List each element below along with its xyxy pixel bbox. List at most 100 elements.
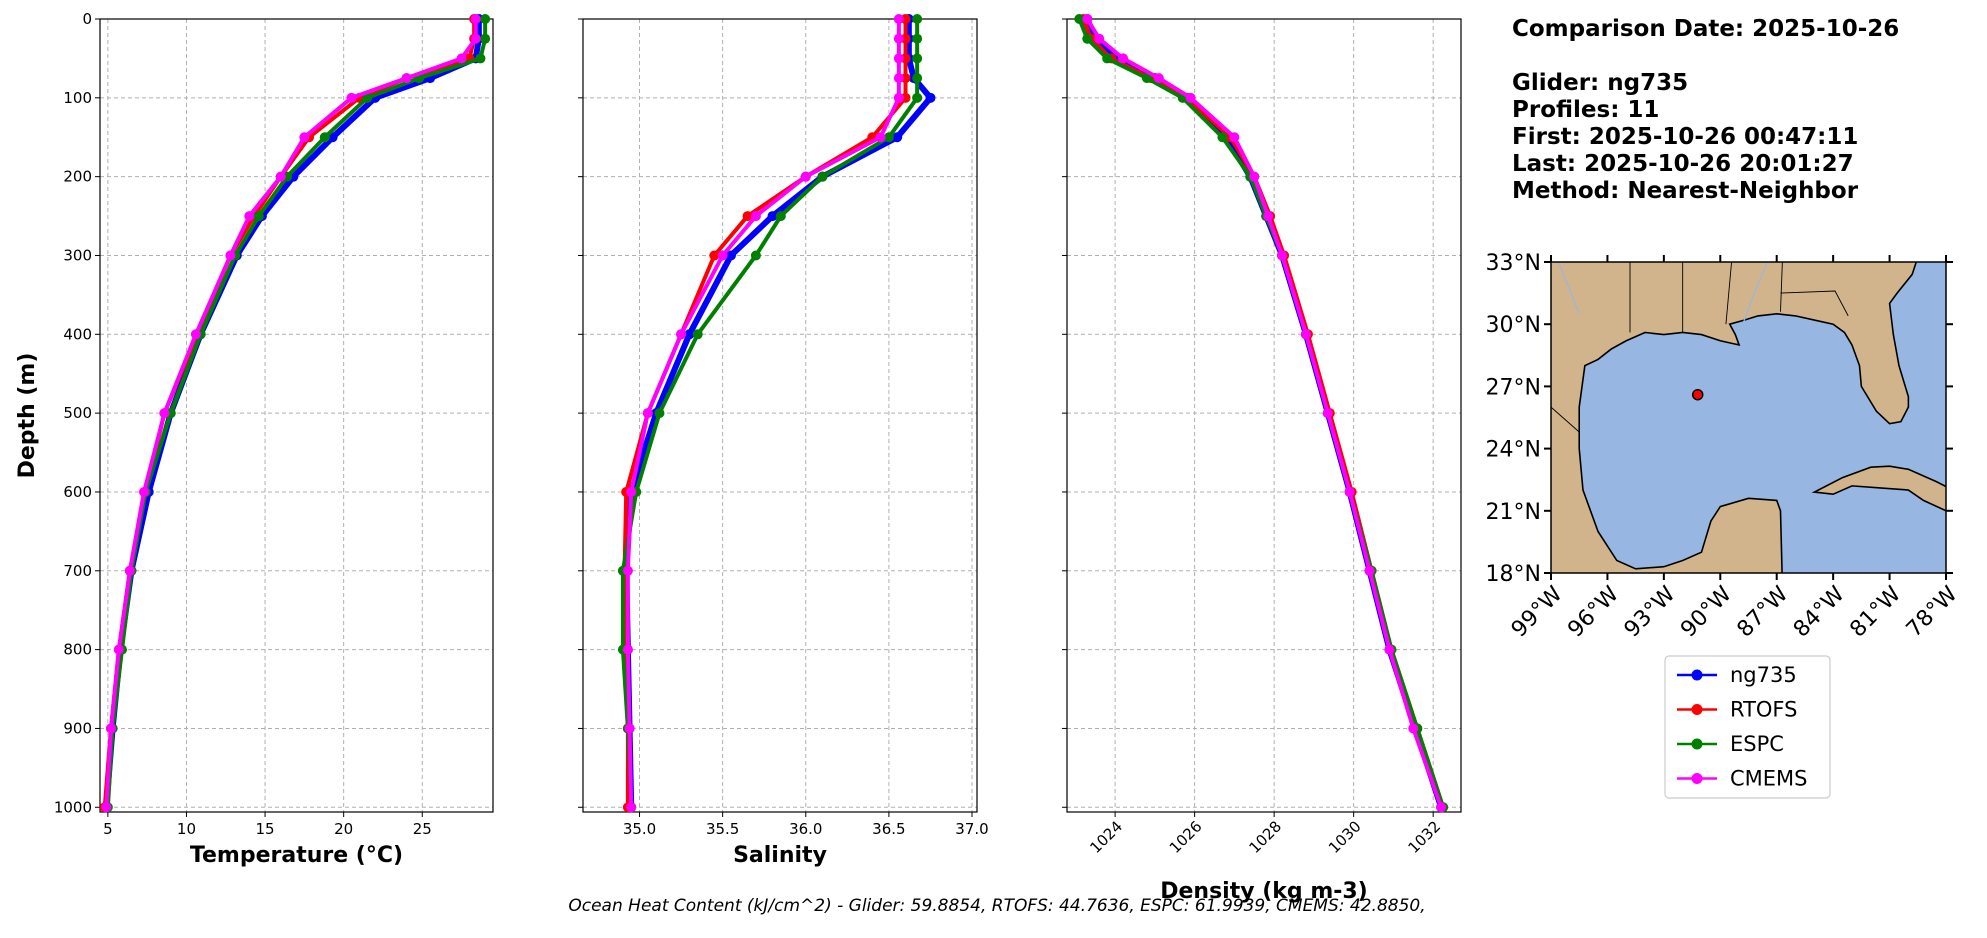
profile-marker [319,132,330,143]
profile-marker [912,33,923,44]
x-tick-label: 99°W [1507,582,1568,643]
profile-marker [622,644,633,655]
profile-marker [725,250,736,261]
info-line: Profiles: 11 [1512,97,1659,123]
map-frame [1550,261,1947,574]
profile-marker [1141,73,1152,84]
legend-label: ESPC [1730,732,1784,756]
info-line: Glider: ng735 [1512,70,1688,96]
profile-marker [912,73,923,84]
glider-location [1691,388,1704,401]
profile-marker [1436,802,1447,813]
profile-marker [709,250,720,261]
profile-marker [225,250,236,261]
profile-marker [113,644,124,655]
y-tick-label: 21°N [1486,500,1541,525]
profile-marker [1344,486,1355,497]
profile-marker [362,92,373,103]
x-tick-label: 5 [103,820,113,838]
legend-marker [1691,773,1703,784]
profile-marker [1229,132,1240,143]
profile-marker [1408,723,1419,734]
profile-marker [124,565,135,576]
profile-marker [275,171,286,182]
profile-marker [800,171,811,182]
y-tick-label: 600 [63,483,92,501]
profile-marker [470,33,481,44]
profile-marker [775,211,786,222]
plot-frame [582,18,978,813]
x-tick-label: 81°W [1845,582,1906,643]
plot-frame [1066,18,1462,813]
profile-line [620,19,920,808]
y-tick-label: 30°N [1486,313,1541,338]
y-tick-label: 24°N [1486,438,1541,463]
profile-marker [456,53,467,64]
profile-marker [346,92,357,103]
profile-marker [750,211,761,222]
legend-marker [1691,704,1703,715]
x-tick-label: 1028 [1245,817,1285,857]
x-tick-label: 25 [413,820,432,838]
profile-marker [750,250,761,261]
x-tick-label: 84°W [1789,582,1850,643]
profile-line [105,19,488,808]
legend-marker [1691,738,1703,750]
profile-marker [912,92,923,103]
profile-marker [893,73,904,84]
y-tick-label: 1000 [54,798,92,816]
profile-marker [1082,33,1093,44]
x-tick-label: 1030 [1325,817,1365,857]
profile-marker [1074,14,1085,24]
x-tick-label: 78°W [1902,582,1963,643]
profile-marker [875,132,886,143]
info-line: Comparison Date: 2025-10-26 [1512,16,1899,42]
profile-marker [253,211,264,222]
profile-marker [624,723,635,734]
profile-marker [925,92,936,103]
footer: Ocean Heat Content (kJ/cm^2) - Glider: 5… [568,896,1425,916]
profile-marker [1364,565,1375,576]
y-tick-label: 27°N [1486,375,1541,400]
y-tick-label: 300 [63,246,92,264]
profile-marker [106,723,117,734]
profile-marker [159,408,170,419]
profile-marker [893,53,904,64]
x-tick-label: 1026 [1166,817,1206,857]
legend-marker [1691,669,1703,681]
profile-marker [893,92,904,103]
profile-marker [1263,211,1274,222]
x-tick-label: 93°W [1620,582,1681,643]
plot-frame [99,18,494,813]
profile-marker [622,565,633,576]
profile-marker [684,329,695,340]
profile-marker [299,132,310,143]
profile-marker [1118,53,1129,64]
profile-marker [626,486,637,497]
y-tick-label: 500 [63,404,92,422]
legend-label: RTOFS [1730,698,1797,722]
profile-marker [717,250,728,261]
profile-marker [1082,14,1093,24]
profile-marker [892,132,903,143]
profile-marker [1322,408,1333,419]
profile-marker [1153,73,1164,84]
x-tick-label: 1024 [1086,817,1126,857]
profile-line [1085,17,1444,808]
y-tick-label: 33°N [1486,251,1541,276]
profile-marker [742,211,753,222]
profile-line [625,19,901,808]
x-tick-label: 20 [334,820,353,838]
info-line: Method: Nearest-Neighbor [1512,178,1859,204]
profile-line [104,19,478,808]
map-background [1551,262,1946,573]
x-axis-label: Density (kg m-3) [1160,879,1368,904]
x-tick-label: 37.0 [955,820,988,838]
profile-marker [912,53,923,64]
profile-marker [692,329,703,340]
profile-line [622,19,908,808]
x-tick-label: 90°W [1676,582,1737,643]
y-tick-label: 900 [63,719,92,737]
profile-marker [1249,171,1260,182]
